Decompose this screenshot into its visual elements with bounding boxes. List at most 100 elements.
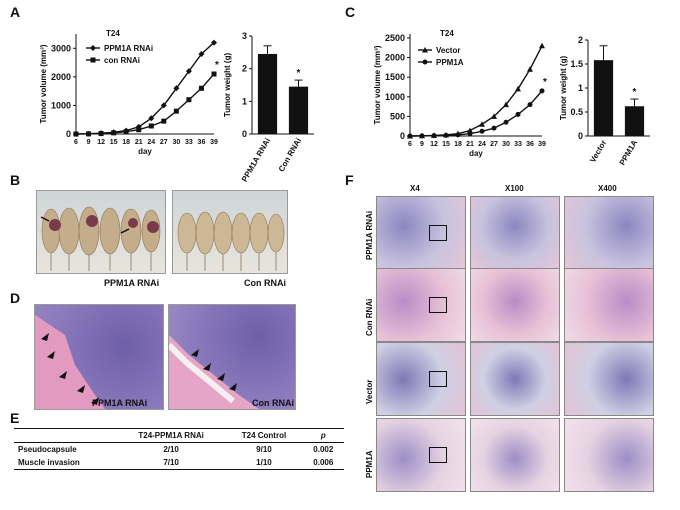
y-tick-label: 2 [578, 35, 583, 45]
table-cell: 1/10 [225, 456, 303, 470]
table-cell: 0.006 [302, 456, 344, 470]
y-tick-label: 0 [66, 129, 71, 139]
zoom-box [429, 371, 447, 387]
data-point [422, 47, 428, 53]
table-cell: Pseudocapsule [18, 445, 77, 454]
series-line [409, 45, 543, 137]
data-point [467, 127, 473, 134]
histology-tile [470, 418, 560, 492]
zoom-box [429, 225, 447, 241]
data-point [479, 128, 485, 134]
data-point [186, 97, 192, 103]
legend-label: PPM1A [436, 58, 464, 67]
x-tick-label: PPM1A [618, 138, 640, 167]
histology-tile [376, 268, 466, 342]
data-point [503, 101, 509, 108]
y-axis-label: Tumor volume (mm³) [39, 44, 48, 123]
panel-letter-d: D [10, 290, 21, 306]
grid-col-label-x4: X4 [410, 184, 420, 193]
y-tick-label: 1000 [51, 100, 71, 110]
x-tick-label: Vector [588, 139, 608, 165]
histology-tile [564, 342, 654, 416]
photo-d-left-label: PPM1A RNAi [92, 398, 148, 408]
table-header-row: T24-PPM1A RNAi T24 Control p [14, 428, 344, 443]
y-axis-label: Tumor weight (g) [223, 53, 232, 118]
x-tick-label: 6 [74, 139, 78, 146]
x-tick-label: 30 [172, 139, 180, 146]
panel-letter-a: A [10, 4, 21, 20]
data-point [419, 133, 425, 139]
photo-b-left-label: PPM1A RNAi [104, 278, 160, 288]
data-point [185, 68, 192, 75]
panel-letter-f: F [345, 172, 354, 188]
data-point [491, 113, 497, 119]
x-tick-label: 21 [466, 141, 474, 148]
histology-tile [564, 418, 654, 492]
grid-row-label-vector: Vector [365, 379, 374, 404]
table-row: Pseudocapsule 2/10 9/10 0.002 [14, 443, 344, 457]
significance-mark: * [215, 60, 219, 71]
series-line [75, 73, 215, 135]
x-tick-label: 39 [538, 141, 546, 148]
legend-label: con RNAi [104, 56, 140, 65]
data-point [73, 131, 79, 137]
histology-tile [376, 418, 466, 492]
data-point [211, 39, 217, 46]
photo-b-right-label: Con RNAi [244, 278, 286, 288]
histology-ppm1a-rnai [34, 304, 164, 410]
zoom-box [429, 447, 447, 463]
x-tick-label: PPM1A RNAi [240, 137, 272, 184]
data-point [90, 45, 96, 51]
histology-tile [470, 268, 560, 342]
y-tick-label: 2 [242, 64, 247, 74]
tumor-weight-chart-c: 0 0.5 1 1.5 2 Tumor weight (g) Vector PPM1A * [559, 35, 650, 167]
x-tick-label: 18 [122, 139, 130, 146]
histology-tile [470, 342, 560, 416]
x-tick-label: 39 [210, 139, 218, 146]
x-tick-label: 9 [420, 141, 424, 148]
table-row: Muscle invasion 7/10 1/10 0.006 [14, 456, 344, 470]
histology-tile [376, 196, 466, 270]
data-point [111, 130, 117, 136]
series-line [409, 90, 543, 137]
histology-tile [564, 196, 654, 270]
panel-letter-c: C [345, 4, 356, 20]
x-tick-label: 12 [97, 139, 105, 146]
y-tick-label: 1000 [385, 92, 405, 102]
legend-label: Vector [436, 46, 460, 55]
x-tick-label: Con RNAi [277, 137, 303, 174]
table-header-cell: T24 Control [225, 428, 303, 443]
y-tick-label: 1 [578, 83, 583, 93]
x-axis-label: day [469, 149, 483, 158]
x-tick-label: 9 [87, 139, 91, 146]
tumor-volume-chart-a: 0 1000 2000 3000 6 9 12 15 18 21 24 27 30 33 36 39 day Tu… [39, 29, 219, 156]
y-tick-label: 1.5 [570, 59, 583, 69]
table-cell: 9/10 [256, 445, 272, 454]
x-tick-label: 15 [110, 139, 118, 146]
bar [624, 106, 645, 136]
data-point [123, 129, 129, 135]
x-tick-label: 33 [514, 141, 522, 148]
zoom-box [429, 297, 447, 313]
x-tick-label: 27 [490, 141, 498, 148]
data-point [211, 71, 217, 77]
significance-mark: * [633, 87, 637, 98]
data-point [160, 102, 167, 109]
data-point [539, 88, 545, 94]
table-cell: 2/10 [163, 445, 179, 454]
data-point [136, 127, 142, 133]
data-point [90, 57, 96, 63]
significance-mark: * [543, 77, 547, 88]
histology-tile [376, 342, 466, 416]
table-cell: 7/10 [116, 456, 226, 470]
data-point [198, 85, 204, 91]
x-tick-label: 6 [408, 141, 412, 148]
data-point [467, 131, 473, 137]
legend-label: PPM1A RNAi [104, 44, 153, 53]
panel-letter-e: E [10, 410, 20, 426]
y-tick-label: 3000 [51, 43, 71, 53]
table-cell: Muscle invasion [14, 456, 117, 470]
table-cell: 0.002 [313, 445, 334, 454]
y-tick-label: 1 [242, 96, 247, 106]
significance-mark: * [297, 68, 301, 79]
